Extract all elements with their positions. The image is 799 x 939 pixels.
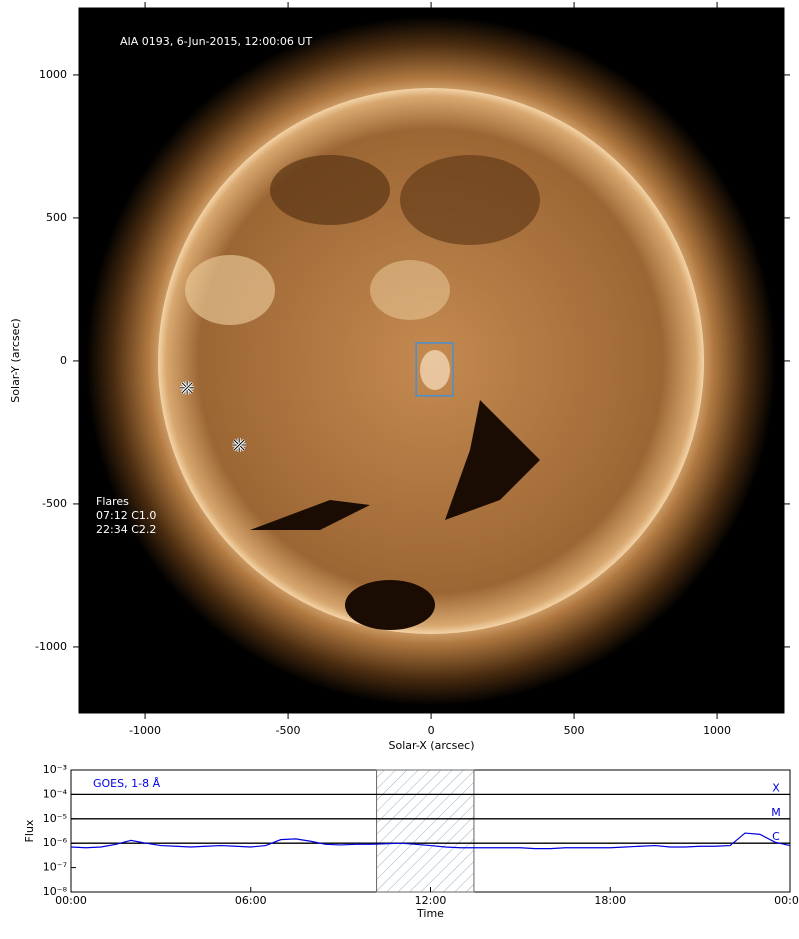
y-tick-label: 10⁻⁵ [43, 812, 67, 825]
x-tick-label: 06:00 [235, 894, 267, 907]
x-tick-label: -1000 [129, 724, 161, 737]
x-tick-label: 00:00 [774, 894, 799, 907]
x-tick-label: 0 [428, 724, 435, 737]
flares-title: Flares [96, 495, 129, 508]
y-axis-label: Flux [23, 819, 36, 842]
y-tick-label: -1000 [35, 640, 67, 653]
x-tick-label: 1000 [703, 724, 731, 737]
flare-marker [180, 380, 195, 395]
y-tick-label: 10⁻⁷ [43, 861, 67, 874]
y-tick-label: 1000 [39, 68, 67, 81]
level-label: C [772, 830, 780, 843]
y-tick-label: 0 [60, 354, 67, 367]
y-tick-label: 10⁻⁴ [43, 787, 68, 800]
legend-label: GOES, 1-8 Å [93, 777, 161, 790]
x-tick-label: 500 [564, 724, 585, 737]
y-tick-label: 10⁻³ [43, 763, 67, 776]
annotation: AIA 0193, 6-Jun-2015, 12:00:06 UT [120, 35, 312, 48]
level-label: M [771, 806, 781, 819]
flare-label: 22:34 C2.2 [96, 523, 156, 536]
x-tick-label: 12:00 [415, 894, 447, 907]
level-label: X [772, 781, 780, 794]
y-tick-label: 10⁻⁶ [43, 836, 68, 849]
flare-marker-stroke [181, 382, 193, 394]
solar-image [79, 8, 784, 713]
y-tick-label: 500 [46, 211, 67, 224]
highlight-window [376, 769, 475, 893]
x-tick-label: -500 [276, 724, 301, 737]
x-axis-label: Time [416, 907, 444, 920]
flare-label: 07:12 C1.0 [96, 509, 156, 522]
y-tick-label: -500 [42, 497, 67, 510]
flux-line [70, 832, 791, 850]
flare-marker-stroke [233, 439, 245, 451]
x-tick-label: 00:00 [55, 894, 87, 907]
y-axis-label: Solar-Y (arcsec) [9, 318, 22, 402]
y-tick-label: 10⁻⁸ [43, 885, 68, 898]
x-axis-label: Solar-X (arcsec) [389, 739, 475, 752]
region-box [415, 342, 454, 397]
x-tick-label: 18:00 [594, 894, 626, 907]
flare-marker [232, 438, 247, 453]
